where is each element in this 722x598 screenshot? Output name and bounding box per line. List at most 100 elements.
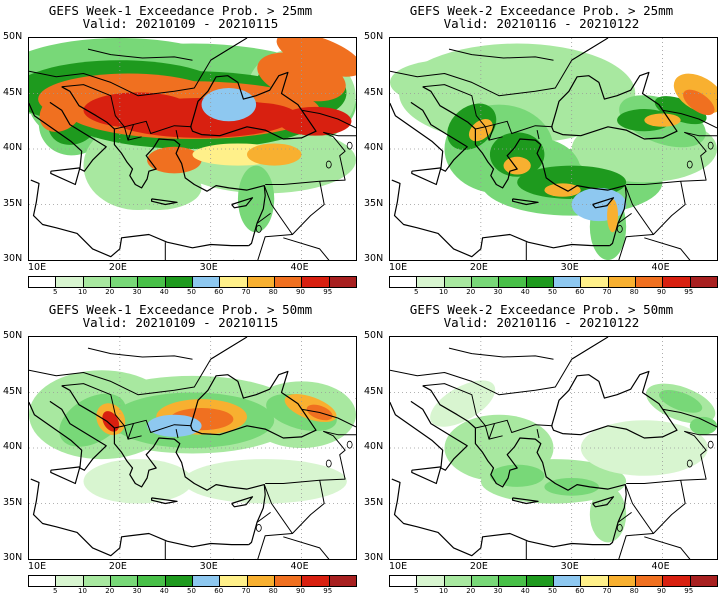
longitude-label: 20E bbox=[469, 262, 488, 273]
colorbar-tick-label: 95 bbox=[684, 288, 694, 296]
colorbar-swatch bbox=[471, 576, 500, 586]
country-border bbox=[653, 181, 686, 235]
colorbar-swatch bbox=[83, 277, 111, 287]
colorbar-tick-label: 30 bbox=[493, 288, 503, 296]
latitude-label: 50N bbox=[3, 330, 23, 341]
probability-region bbox=[607, 198, 618, 233]
colorbar-tick-label: 90 bbox=[296, 288, 305, 296]
probability-region bbox=[644, 113, 681, 127]
country-border bbox=[114, 425, 129, 440]
country-border bbox=[87, 48, 193, 61]
latitude-label: 50N bbox=[364, 31, 384, 42]
country-border bbox=[292, 480, 325, 534]
lake bbox=[616, 225, 623, 233]
coastline bbox=[29, 101, 107, 172]
map-panel-2: GEFS Week-2 Exceedance Prob. > 25mm Valid… bbox=[361, 0, 722, 299]
lake bbox=[325, 160, 332, 169]
colorbar-tick-label: 5 bbox=[414, 587, 419, 595]
panel-valid-dates: Valid: 20210116 - 20210122 bbox=[443, 315, 640, 330]
country-border bbox=[114, 126, 129, 141]
latitude-label: 50N bbox=[364, 330, 384, 341]
panel-title: GEFS Week-1 Exceedance Prob. > 25mm bbox=[48, 3, 313, 18]
probability-region bbox=[430, 380, 496, 427]
colorbar-swatch bbox=[165, 576, 193, 586]
probability-region bbox=[390, 60, 499, 105]
country-border bbox=[292, 181, 325, 235]
colorbar-swatch bbox=[56, 277, 84, 287]
longitude-label: 10E bbox=[28, 561, 47, 572]
country-border bbox=[127, 423, 142, 440]
colorbar-swatch bbox=[526, 576, 554, 586]
longitude-label: 10E bbox=[389, 561, 408, 572]
map-panel-3: GEFS Week-1 Exceedance Prob. > 50mm Valid… bbox=[0, 299, 361, 598]
panel-title: GEFS Week-1 Exceedance Prob. > 50mm bbox=[48, 302, 313, 317]
colorbar-swatch bbox=[329, 576, 356, 586]
coastline bbox=[151, 497, 178, 505]
latitude-label: 40N bbox=[3, 142, 23, 153]
colorbar-swatch bbox=[220, 576, 248, 586]
colorbar-tick-label: 20 bbox=[466, 587, 476, 595]
country-border bbox=[29, 337, 248, 396]
lake bbox=[707, 440, 714, 449]
colorbar-swatch bbox=[417, 277, 445, 287]
colorbar-swatch bbox=[247, 576, 275, 586]
latitude-label: 40N bbox=[364, 142, 384, 153]
lake bbox=[616, 524, 623, 532]
longitude-label: 20E bbox=[108, 262, 127, 273]
country-border bbox=[684, 131, 717, 137]
lake bbox=[707, 141, 714, 150]
panel-valid-dates: Valid: 20210109 - 20210115 bbox=[82, 315, 279, 330]
coastline bbox=[61, 385, 266, 546]
latitude-label: 35N bbox=[364, 197, 384, 209]
longitude-label: 20E bbox=[108, 561, 127, 572]
coastline bbox=[30, 478, 249, 557]
probability-region bbox=[247, 143, 302, 166]
latitude-label: 35N bbox=[3, 496, 23, 508]
probability-region bbox=[83, 459, 193, 504]
colorbar-tick-label: 30 bbox=[493, 587, 503, 595]
probability-region bbox=[580, 420, 708, 476]
probability-region bbox=[689, 416, 717, 435]
probability-region bbox=[503, 156, 531, 175]
colorbar-tick-label: 10 bbox=[439, 288, 448, 296]
colorbar-tick-label: 50 bbox=[187, 587, 196, 595]
colorbar-swatch bbox=[553, 576, 582, 586]
country-border bbox=[475, 425, 490, 440]
coastline bbox=[50, 466, 81, 485]
colorbar-swatch bbox=[663, 576, 691, 586]
latitude-label: 35N bbox=[3, 197, 23, 209]
country-border bbox=[626, 430, 707, 484]
colorbar-swatch bbox=[444, 277, 472, 287]
colorbar-swatch bbox=[138, 277, 166, 287]
colorbar-tick-label: 40 bbox=[159, 587, 169, 595]
latitude-label: 50N bbox=[3, 31, 23, 42]
country-border bbox=[323, 131, 356, 137]
colorbar-swatch bbox=[329, 277, 356, 287]
latitude-label: 40N bbox=[364, 441, 384, 452]
colorbar-swatch bbox=[417, 576, 445, 586]
country-border bbox=[210, 337, 248, 360]
latitude-label: 40N bbox=[3, 441, 23, 452]
probability-region bbox=[544, 183, 581, 197]
country-border bbox=[256, 212, 271, 224]
latitude-label: 45N bbox=[364, 385, 384, 397]
longitude-label: 40E bbox=[290, 262, 309, 273]
colorbar-tick-label: 50 bbox=[187, 288, 196, 296]
coastline bbox=[30, 179, 249, 258]
colorbar-swatch bbox=[220, 277, 248, 287]
colorbar-tick-label: 90 bbox=[657, 587, 666, 595]
country-border bbox=[256, 511, 271, 523]
coastline bbox=[390, 101, 468, 172]
colorbar-tick-label: 95 bbox=[323, 587, 333, 595]
coastline bbox=[512, 497, 539, 505]
country-border bbox=[488, 124, 503, 141]
colorbar-swatch bbox=[29, 277, 57, 287]
probability-region bbox=[183, 459, 347, 504]
country-border bbox=[662, 109, 717, 129]
probability-region bbox=[237, 165, 275, 233]
colorbar-tick-label: 40 bbox=[159, 288, 169, 296]
colorbar bbox=[389, 276, 718, 288]
probability-region bbox=[489, 464, 545, 487]
coastline bbox=[190, 71, 317, 140]
country-border bbox=[301, 109, 356, 129]
